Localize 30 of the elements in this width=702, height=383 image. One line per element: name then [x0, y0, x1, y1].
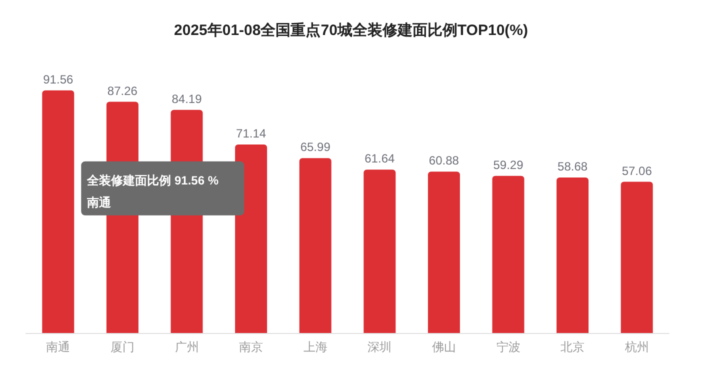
data-label: 60.88	[428, 154, 460, 168]
data-label: 84.19	[172, 92, 202, 106]
x-tick-label: 广州	[174, 340, 199, 354]
data-label: 58.68	[558, 160, 588, 174]
x-tick-label: 佛山	[432, 340, 456, 354]
x-tick-label: 上海	[303, 340, 328, 354]
data-label: 71.14	[236, 126, 266, 140]
chart-title: 2025年01-08全国重点70城全装修建面比例TOP10(%)	[174, 22, 528, 39]
bar	[492, 176, 524, 333]
x-tick-label: 厦门	[110, 340, 134, 354]
data-label: 65.99	[300, 140, 331, 154]
data-label: 61.64	[364, 152, 395, 166]
bar	[299, 158, 332, 333]
annotation: 全装修建面比例 91.56 % 南通	[86, 173, 219, 210]
x-tick-label: 杭州	[624, 340, 649, 354]
bar	[556, 178, 589, 333]
data-label: 91.56	[43, 72, 74, 86]
data-label: 87.26	[107, 84, 138, 98]
bar	[364, 170, 396, 333]
x-tick-label: 北京	[560, 340, 585, 354]
x-tick-label: 南通	[46, 340, 70, 354]
bar	[620, 182, 653, 333]
x-tick-label: 南京	[239, 340, 264, 354]
bar	[428, 172, 460, 333]
data-label: 57.06	[622, 164, 652, 178]
bar	[235, 144, 268, 333]
bar	[42, 90, 74, 333]
data-label: 59.29	[493, 158, 524, 172]
x-tick-label: 宁波	[496, 340, 520, 354]
x-tick-label: 深圳	[368, 340, 392, 354]
